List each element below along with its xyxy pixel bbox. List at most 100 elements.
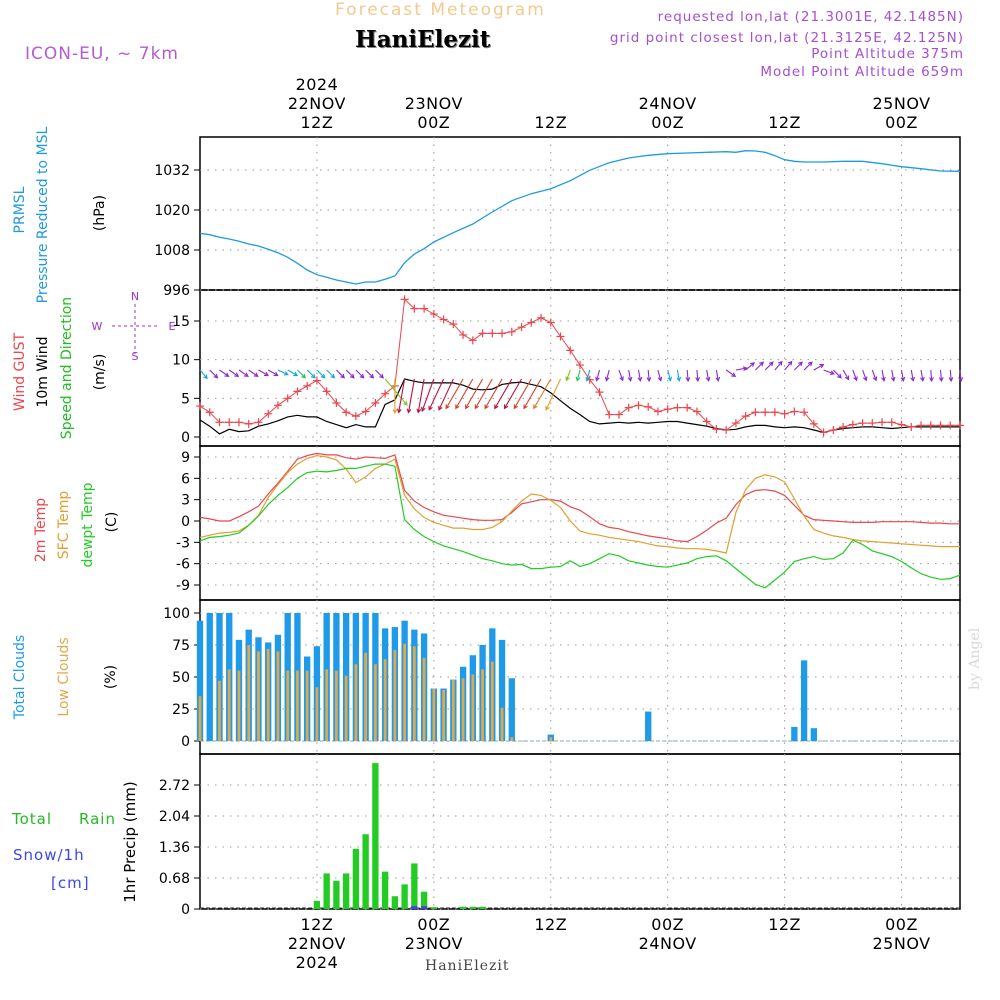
rain-bar bbox=[401, 884, 408, 909]
pressure-series-line bbox=[199, 150, 961, 285]
wind-direction-arrow bbox=[455, 378, 474, 410]
gust-marker bbox=[819, 428, 828, 437]
low-clouds-label: Low Clouds bbox=[56, 637, 72, 716]
top-time-label: 00Z bbox=[651, 113, 684, 132]
gust-marker bbox=[858, 419, 867, 428]
precip-ytick-label: 0 bbox=[181, 902, 190, 918]
rain-bar bbox=[352, 848, 360, 909]
wind-direction-arrow bbox=[219, 369, 230, 377]
gust-marker bbox=[839, 422, 848, 431]
low-cloud-bar bbox=[393, 650, 397, 741]
low-cloud-bar bbox=[296, 670, 299, 741]
gust-marker bbox=[283, 394, 292, 403]
precip-ytick-label: 0.68 bbox=[159, 871, 190, 887]
gust-marker bbox=[653, 407, 662, 416]
gust-marker bbox=[498, 329, 507, 338]
snow-unit: [cm] bbox=[51, 874, 90, 892]
low-cloud-bar bbox=[335, 670, 338, 741]
gust-marker bbox=[196, 402, 204, 411]
product-title: Forecast Meteogram bbox=[335, 0, 546, 20]
rain-bar bbox=[430, 907, 438, 909]
wind-direction-arrow bbox=[392, 379, 398, 415]
wind-direction-arrow bbox=[267, 369, 279, 377]
gust-marker bbox=[478, 329, 487, 338]
wind-direction-arrow bbox=[784, 360, 793, 371]
total-label: Total bbox=[11, 810, 52, 828]
total-cloud-bar bbox=[645, 711, 652, 741]
bottom-time-label: 22NOV bbox=[288, 934, 346, 953]
low-cloud-bar bbox=[549, 737, 553, 741]
total-cloud-bar bbox=[216, 613, 223, 741]
wind-direction-arrow bbox=[890, 369, 896, 382]
low-cloud-bar bbox=[237, 670, 241, 741]
wind-direction-arrow bbox=[428, 378, 445, 411]
gust-marker bbox=[956, 421, 964, 430]
wind-ytick-label: 10 bbox=[172, 353, 190, 369]
low-cloud-bar bbox=[490, 661, 494, 741]
gust-marker bbox=[312, 376, 321, 385]
top-time-label: 25NOV bbox=[872, 94, 930, 113]
gust-marker bbox=[576, 361, 584, 370]
gust-marker bbox=[468, 336, 477, 345]
total-clouds-label: Total Clouds bbox=[12, 635, 28, 720]
wind-direction-arrow bbox=[755, 361, 765, 371]
gust-marker bbox=[663, 405, 672, 414]
wind-direction-arrow bbox=[948, 369, 954, 383]
gust-marker bbox=[926, 421, 935, 430]
gust-marker bbox=[400, 295, 409, 304]
low-cloud-bar bbox=[451, 679, 455, 741]
gust-marker bbox=[517, 323, 526, 332]
wind-direction-arrow bbox=[604, 369, 610, 382]
wind-direction-arrow bbox=[774, 360, 783, 371]
gust-marker bbox=[488, 329, 497, 338]
gust-marker bbox=[273, 401, 282, 410]
clouds-ytick-label: 75 bbox=[172, 638, 190, 654]
wind-direction-arrow bbox=[345, 369, 355, 379]
gust-marker bbox=[946, 421, 955, 430]
wind-direction-arrow bbox=[910, 369, 916, 382]
footer-station: HaniElezit bbox=[425, 958, 510, 974]
top-time-label: 23NOV bbox=[405, 94, 463, 113]
wind-direction-arrow bbox=[823, 369, 835, 375]
rain-bar bbox=[381, 871, 389, 909]
rain-bar bbox=[333, 880, 340, 909]
low-cloud-bar bbox=[481, 669, 484, 741]
watermark: by Angel bbox=[967, 627, 983, 690]
gust-marker bbox=[527, 318, 536, 327]
wind-direction-arrow bbox=[336, 369, 345, 379]
requested-coords: requested lon,lat (21.3001E, 42.1485N) bbox=[657, 9, 964, 25]
wind-direction-arrow bbox=[465, 378, 484, 410]
wind-direction-arrow bbox=[199, 369, 208, 380]
bottom-time-label: 24NOV bbox=[639, 934, 697, 953]
pressure-ytick-label: 996 bbox=[163, 283, 190, 299]
snow-bar bbox=[420, 906, 428, 909]
wind-direction-arrow bbox=[657, 369, 663, 382]
temperature-ytick-label: -6 bbox=[176, 557, 190, 573]
wind-direction-arrow bbox=[326, 369, 336, 379]
precip-ytick-label: 2.72 bbox=[159, 778, 190, 794]
gust-marker bbox=[809, 419, 818, 428]
gust-marker bbox=[731, 419, 740, 428]
clouds-ytick-label: 100 bbox=[163, 606, 190, 622]
wind-direction-arrow bbox=[735, 366, 748, 372]
gust-marker bbox=[410, 304, 419, 313]
gust-marker bbox=[761, 408, 770, 417]
gust-marker bbox=[848, 420, 857, 429]
wind-direction-arrow bbox=[277, 369, 289, 376]
low-cloud-bar bbox=[442, 689, 445, 741]
total-cloud-bar bbox=[196, 620, 204, 741]
bottom-time-label: 12Z bbox=[534, 915, 567, 934]
rain-bar bbox=[372, 763, 379, 909]
wind-direction-arrow bbox=[365, 369, 375, 379]
gust-marker bbox=[936, 421, 945, 430]
gust-marker bbox=[692, 407, 701, 416]
low-cloud-bar bbox=[247, 645, 251, 741]
wind-direction-arrow bbox=[513, 378, 532, 410]
gust-marker bbox=[878, 418, 887, 427]
gust-marker bbox=[303, 381, 312, 390]
low-cloud-bar bbox=[364, 652, 368, 741]
temperature-frame bbox=[199, 445, 961, 601]
station-name: HaniElezit bbox=[355, 26, 491, 53]
wind-direction-arrow bbox=[209, 369, 219, 379]
